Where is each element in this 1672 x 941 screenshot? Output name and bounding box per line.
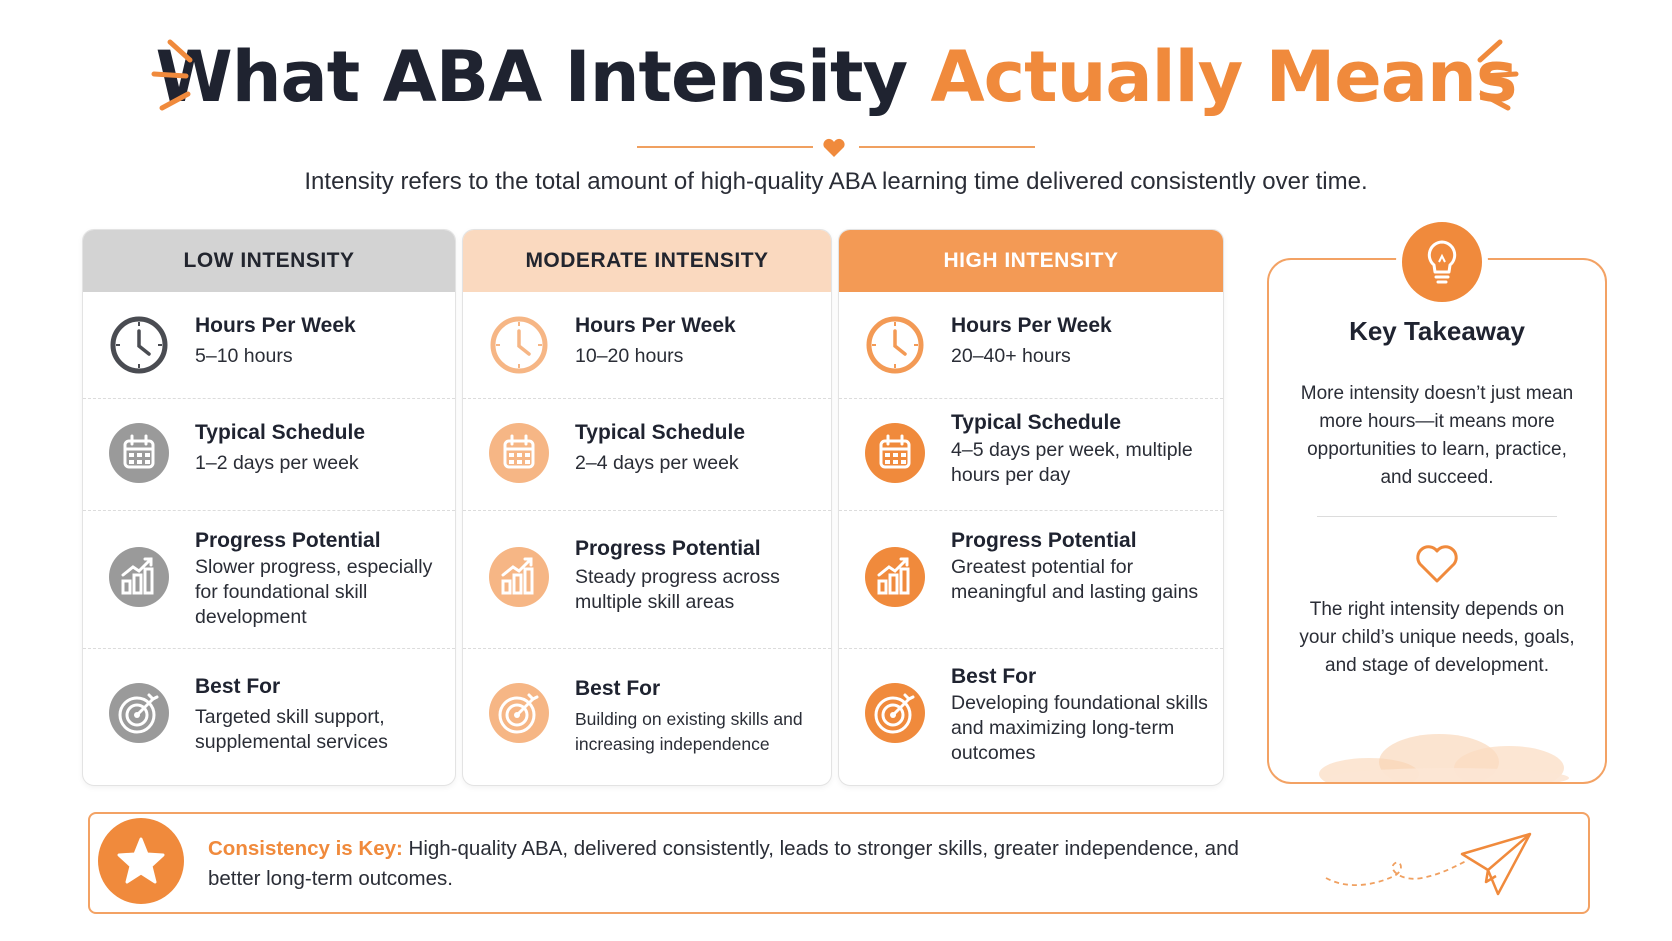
calendar-icon [487,421,551,485]
best-for-value: Targeted skill support, supplemental ser… [195,706,388,753]
moderate-intensity-column: MODERATE INTENSITY Hours Per Week 10–20 … [462,229,832,786]
consistency-key-label: Consistency is Key: [208,837,403,860]
page-title: What ABA Intensity Actually Means [0,36,1672,118]
watercolor-cloud-decoration [1319,734,1569,782]
schedule-value: 4–5 days per week, multiple hours per da… [951,439,1193,486]
hours-value: 10–20 hours [575,345,684,367]
low-intensity-column: LOW INTENSITY Hours Per Week 5–10 hours … [82,229,456,786]
key-takeaway-title: Key Takeaway [1349,316,1525,346]
moderate-best-for-row: Best For Building on existing skills and… [463,648,831,785]
consistency-banner [88,812,1590,914]
moderate-progress-row: Progress Potential Steady progress acros… [463,510,831,649]
schedule-value: 1–2 days per week [195,452,359,474]
high-hours-row: Hours Per Week 20–40+ hours [839,292,1223,398]
subtitle: Intensity refers to the total amount of … [304,168,1368,195]
clock-icon [107,313,171,377]
progress-label: Progress Potential [575,537,761,560]
target-icon [107,681,171,745]
paper-plane-icon [1325,832,1532,896]
hours-value: 20–40+ hours [951,345,1071,367]
high-progress-row: Progress Potential Greatest potential fo… [839,510,1223,649]
key-takeaway-divider [1317,516,1557,517]
consistency-body: High-quality ABA, delivered consistently… [208,837,1239,890]
hours-label: Hours Per Week [951,314,1112,337]
clock-icon [487,313,551,377]
key-takeaway-card: Key Takeaway More intensity doesn’t just… [1267,258,1607,784]
progress-value: Slower progress, especially for foundati… [195,556,433,628]
clock-icon [863,313,927,377]
title-part-accent: Actually Means [930,36,1517,118]
target-icon [487,681,551,745]
best-for-label: Best For [951,665,1037,688]
right-burst-icon [1477,39,1519,111]
moderate-intensity-header: MODERATE INTENSITY [463,230,831,292]
bar-chart-growth-icon [487,545,551,609]
hours-label: Hours Per Week [195,314,356,337]
progress-label: Progress Potential [951,529,1137,552]
low-progress-row: Progress Potential Slower progress, espe… [83,510,455,649]
key-takeaway-text-2: The right intensity depends on your chil… [1299,599,1575,676]
high-intensity-column: HIGH INTENSITY Hours Per Week 20–40+ hou… [838,229,1224,786]
schedule-label: Typical Schedule [951,411,1121,434]
target-icon [863,681,927,745]
best-for-label: Best For [575,677,661,700]
schedule-label: Typical Schedule [195,421,365,444]
key-takeaway-text-1: More intensity doesn’t just mean more ho… [1300,383,1574,488]
high-best-for-row: Best For Developing foundational skills … [839,648,1223,785]
heart-icon [1416,545,1458,583]
progress-value: Greatest potential for meaningful and la… [951,556,1199,603]
best-for-value: Building on existing skills and increasi… [575,709,803,754]
moderate-schedule-row: Typical Schedule 2–4 days per week [463,398,831,511]
best-for-value: Developing foundational skills and maxim… [951,692,1208,764]
title-divider-right [859,146,1035,148]
calendar-icon [107,421,171,485]
bar-chart-growth-icon [863,545,927,609]
low-best-for-row: Best For Targeted skill support, supplem… [83,648,455,785]
schedule-label: Typical Schedule [575,421,745,444]
high-schedule-row: Typical Schedule 4–5 days per week, mult… [839,398,1223,511]
low-intensity-header: LOW INTENSITY [83,230,455,292]
bar-chart-growth-icon [107,545,171,609]
schedule-value: 2–4 days per week [575,452,739,474]
lightbulb-icon [1396,216,1488,308]
star-icon [98,818,184,904]
hours-label: Hours Per Week [575,314,736,337]
low-schedule-row: Typical Schedule 1–2 days per week [83,398,455,511]
title-divider-left [637,146,813,148]
best-for-label: Best For [195,675,281,698]
high-intensity-header: HIGH INTENSITY [839,230,1223,292]
moderate-hours-row: Hours Per Week 10–20 hours [463,292,831,398]
left-burst-icon [151,39,193,111]
calendar-icon [863,421,927,485]
progress-label: Progress Potential [195,529,381,552]
progress-value: Steady progress across multiple skill ar… [575,566,780,613]
title-part-dark: What ABA Intensity [155,36,908,118]
low-hours-row: Hours Per Week 5–10 hours [83,292,455,398]
small-heart-icon [823,138,845,157]
hours-value: 5–10 hours [195,345,293,367]
consistency-banner-text: Consistency is Key: High-quality ABA, de… [208,834,1268,894]
